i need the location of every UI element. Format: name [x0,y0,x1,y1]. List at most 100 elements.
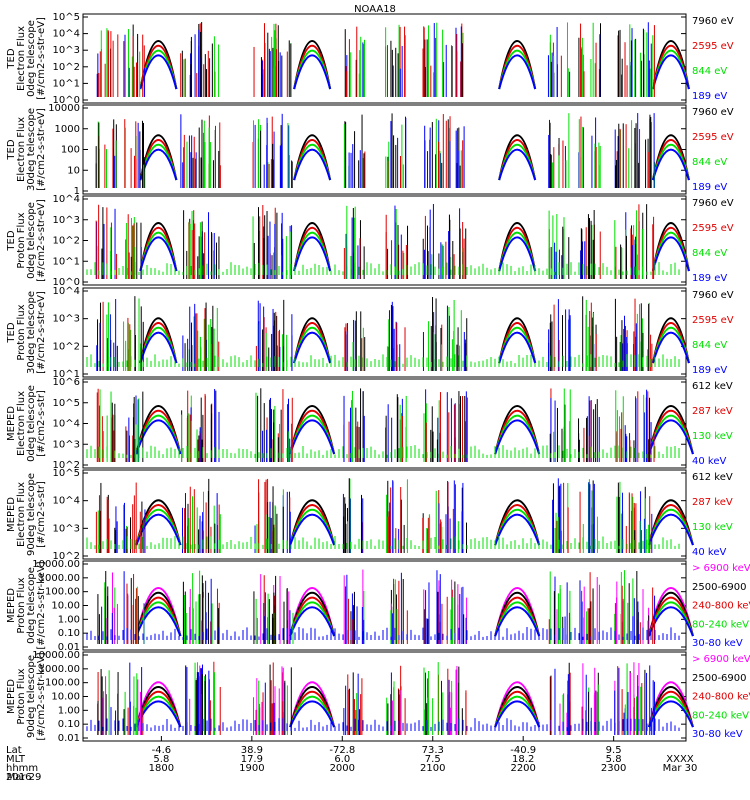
ylabel-line: TED [6,139,17,160]
ytick-label: 10 [67,165,80,176]
ytick-label: 10^4 [53,419,80,430]
legend-entry: 30-80 keV [692,729,743,740]
legend-entry: 612 keV [692,381,733,392]
panel-frame [82,469,687,560]
ytick-label: 10^3 [53,45,80,56]
legend-entry: 7960 eV [692,107,734,118]
chart-title: NOAA18 [354,4,396,15]
ytick-label: 1.00 [58,705,80,716]
ylabel-line: [#/cm2-s-str] [36,390,47,457]
axis-value: 73.3 [422,745,444,756]
ytick-label: 10000.00 [32,559,80,570]
ylabel-line: MEPED [6,588,17,623]
legend-entry: 40 keV [692,547,726,558]
legend-entry: 240-800 keV [692,601,750,612]
panel-frame [82,287,687,378]
legend-entry: 189 eV [692,182,727,193]
series-arc [139,54,178,90]
series-arc [135,513,182,546]
panel-7: 0.01 0.10 1.00 10.00 100.00 1000.00 10000.00 ME… [6,559,750,653]
panel-3: 10^0 10^1 10^2 10^3 10^4 TED Proton Flux 0deg t… [6,194,734,288]
ylabel-line: [#/cm2-s-str-keV] [36,561,47,649]
plot-area [86,388,694,462]
legend-entry: 287 keV [692,497,733,508]
axis-value: 2200 [510,763,535,774]
legend-entry: 80-240 keV [692,619,749,630]
ylabel-line: [#/cm2-s-str-keV] [36,652,47,740]
axis-row-label: Lat [6,745,22,756]
ylabel-line: 30deg telescope [26,108,37,191]
ytick-label: 10000.00 [32,650,80,661]
ytick-label: 10^5 [53,12,80,23]
plot-area [86,296,690,371]
axis-value: 38.9 [241,745,263,756]
ytick-label: 10000 [48,103,80,114]
legend-entry: 2500-6900 [692,582,747,593]
axis-value: 2100 [420,763,445,774]
series-arc [289,513,336,546]
axis-value: 6.0 [334,754,350,765]
ylabel-line: 0deg telescope [26,385,37,462]
ylabel-line: [#/cm2-s-str] [36,481,47,548]
series-arc [139,236,178,272]
legend-entry: 189 eV [692,365,727,376]
ylabel-line: 0deg telescope [26,202,37,279]
series-arc [647,513,694,546]
legend-entry: 844 eV [692,248,727,259]
time-axis: Lat -4.6 38.9 -72.8 73.3 -40.9 9.5 MLT 5.8 17.9 6.… [6,736,697,783]
axis-end-label: Mar 30 [663,763,698,774]
ytick-label: 10^3 [53,215,80,226]
series-arc [293,331,332,364]
legend-entry: 844 eV [692,340,727,351]
ylabel-line: Electron Flux [16,26,27,91]
ytick-label: 1 [74,186,80,197]
legend-entry: 2500-6900 [692,673,747,684]
ytick-label: 0.01 [58,642,80,653]
ylabel-line: MEPED [6,679,17,714]
legend-entry: 2595 eV [692,223,734,234]
axis-value: -72.8 [329,745,355,756]
ylabel-line: 90deg telescope [26,473,37,556]
legend-entry: 7960 eV [692,290,734,301]
ytick-label: 1000.00 [39,573,80,584]
series-arc [139,331,178,364]
panel-2: 1 10 100 1000 10000 TED Electron Flux 30deg tel… [6,103,734,197]
axis-value: 1900 [239,763,264,774]
axis-value: -40.9 [510,745,536,756]
ylabel-line: MEPED [6,497,17,532]
plot-area [86,478,694,553]
panel-frame [82,13,687,104]
ylabel-line: [#/cm2-s-str-eV] [36,291,47,374]
series-arc [289,419,336,455]
series-arc [647,606,694,637]
ytick-label: 0.01 [58,733,80,744]
axis-value: 1800 [149,763,174,774]
panel-1: 10^0 10^1 10^2 10^3 10^4 10^5 TED Electron Flux… [6,12,734,106]
series-arc [289,700,336,728]
legend-entry: 40 keV [692,456,726,467]
legend-entry: 2595 eV [692,132,734,143]
legend-entry: 240-800 keV [692,692,750,703]
ylabel-line: MEPED [6,406,17,441]
ytick-label: 10^5 [53,398,80,409]
series-arc [293,148,332,181]
ytick-label: 10^2 [53,62,80,73]
series-arc [651,148,690,181]
ylabel-line: 0deg telescope [26,20,37,97]
series-arc [498,148,537,181]
ytick-label: 10^2 [53,341,80,352]
ytick-label: 10^4 [53,194,80,205]
ytick-label: 10^3 [53,314,80,325]
axis-row-label: hhmm [6,763,38,774]
ylabel-line: [#/cm2-s-str-eV] [36,108,47,191]
axis-value: -4.6 [152,745,172,756]
ylabel-line: Proton Flux [16,668,27,724]
axis-value: 9.5 [606,745,622,756]
ytick-label: 10^3 [53,439,80,450]
ylabel-line: [#/cm2-s-str-eV] [36,199,47,282]
legend-entry: 130 keV [692,431,733,442]
panel-5: 10^2 10^3 10^4 10^5 10^6 MEPED Electron Flux 0d… [6,377,733,471]
legend-entry: 287 keV [692,406,733,417]
axis-value: 7.5 [425,754,441,765]
